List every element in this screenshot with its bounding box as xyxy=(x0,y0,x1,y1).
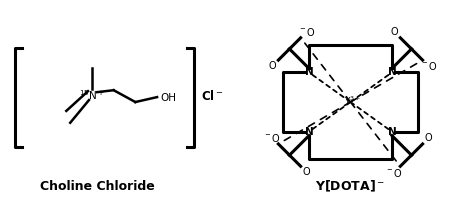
Text: $^{15}$N$^+$: $^{15}$N$^+$ xyxy=(79,88,105,102)
Text: N: N xyxy=(305,127,313,137)
Text: N: N xyxy=(388,127,396,137)
Text: Cl$^-$: Cl$^-$ xyxy=(201,89,224,103)
Text: Choline Chloride: Choline Chloride xyxy=(39,180,154,193)
Text: $^-$O: $^-$O xyxy=(298,25,316,38)
Text: $^-$O: $^-$O xyxy=(385,167,403,178)
Text: O: O xyxy=(391,27,399,37)
Text: Y[DOTA]$^-$: Y[DOTA]$^-$ xyxy=(316,179,385,194)
Text: $^-$O: $^-$O xyxy=(263,132,281,144)
Text: O: O xyxy=(269,61,276,71)
Text: N: N xyxy=(388,67,396,77)
Text: O: O xyxy=(302,167,310,177)
Text: Y$^{3+}$: Y$^{3+}$ xyxy=(344,95,361,107)
Text: O: O xyxy=(424,133,432,143)
Text: OH: OH xyxy=(160,93,176,103)
Text: N: N xyxy=(305,67,313,77)
Text: $^-$O: $^-$O xyxy=(420,60,438,72)
